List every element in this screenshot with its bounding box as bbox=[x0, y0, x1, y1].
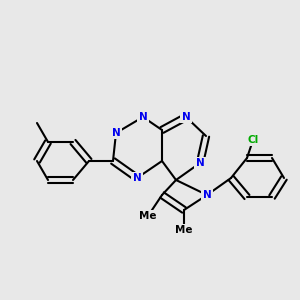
Text: N: N bbox=[196, 158, 204, 168]
Text: N: N bbox=[139, 112, 147, 122]
Text: N: N bbox=[182, 112, 190, 122]
Text: N: N bbox=[133, 173, 141, 183]
Text: N: N bbox=[112, 128, 120, 138]
Text: Me: Me bbox=[175, 225, 193, 235]
Text: N: N bbox=[202, 190, 211, 200]
Text: Me: Me bbox=[139, 211, 157, 221]
Text: Cl: Cl bbox=[248, 135, 259, 145]
